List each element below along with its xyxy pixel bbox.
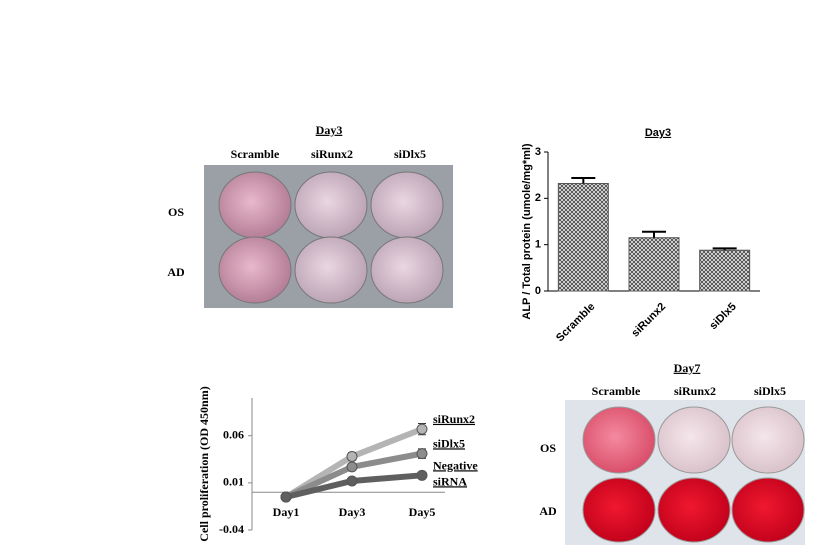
point <box>416 423 428 435</box>
column-label: siRunx2 <box>311 147 353 161</box>
column-label: Scramble <box>231 147 280 161</box>
column-label: siRunx2 <box>674 384 716 398</box>
error-bar <box>712 247 737 251</box>
legend-label: siDlx5 <box>433 436 465 450</box>
row-label: AD <box>539 504 557 518</box>
error-bar <box>642 230 666 238</box>
y-tick-label: -0.04 <box>219 522 244 536</box>
bar <box>628 237 680 292</box>
well <box>294 236 368 304</box>
well <box>218 171 292 239</box>
well <box>370 236 444 304</box>
row-label: OS <box>168 205 184 219</box>
x-tick-label: Day1 <box>273 505 300 519</box>
column-label: Scramble <box>592 384 641 398</box>
well <box>731 477 805 543</box>
column-label: siDlx5 <box>394 147 426 161</box>
y-tick-label: 3 <box>535 146 541 158</box>
point <box>416 448 428 460</box>
well <box>218 236 292 304</box>
x-tick-label: Day3 <box>339 505 366 519</box>
point <box>346 461 358 473</box>
x-tick-label: Day5 <box>409 505 436 519</box>
row-label: OS <box>540 441 556 455</box>
error-bar <box>571 176 596 184</box>
chart-title: Day3 <box>645 127 671 139</box>
well <box>582 406 656 474</box>
well <box>657 406 731 474</box>
x-tick-label: Scramble <box>554 301 598 345</box>
y-tick-label: 1 <box>535 239 541 251</box>
point <box>346 475 358 487</box>
plate-photo-day7: Day7 Scramble siRunx2 siDlx5 OS AD <box>539 361 805 545</box>
plate-photo-day3: Day3 Scramble siRunx2 siDlx5 OS AD <box>167 123 453 308</box>
well <box>731 406 805 474</box>
well <box>370 171 444 239</box>
bar <box>699 249 751 292</box>
y-tick-label: 0.06 <box>223 427 244 441</box>
column-label: siDlx5 <box>754 384 786 398</box>
panel-title: Day3 <box>316 123 343 137</box>
row-label: AD <box>167 265 185 279</box>
y-tick-label: 0 <box>535 285 541 297</box>
point <box>346 450 358 462</box>
legend-label: Negative siRNA <box>433 458 478 488</box>
well <box>582 477 656 543</box>
legend-label: siRunx2 <box>433 412 475 426</box>
well <box>657 477 731 543</box>
bar <box>557 183 609 292</box>
y-axis-label: ALP / Total protein (umole/mg*ml) <box>521 143 533 320</box>
point <box>416 469 428 481</box>
y-tick-label: 0.01 <box>223 475 244 489</box>
x-tick-label: siRunx2 <box>629 301 668 340</box>
panel-title: Day7 <box>674 361 701 375</box>
x-tick-label: siDlx5 <box>707 301 738 332</box>
well <box>294 171 368 239</box>
point <box>280 491 292 503</box>
y-axis-label: Cell proliferation (OD 450nm) <box>197 386 211 541</box>
y-tick-label: 2 <box>535 192 541 204</box>
